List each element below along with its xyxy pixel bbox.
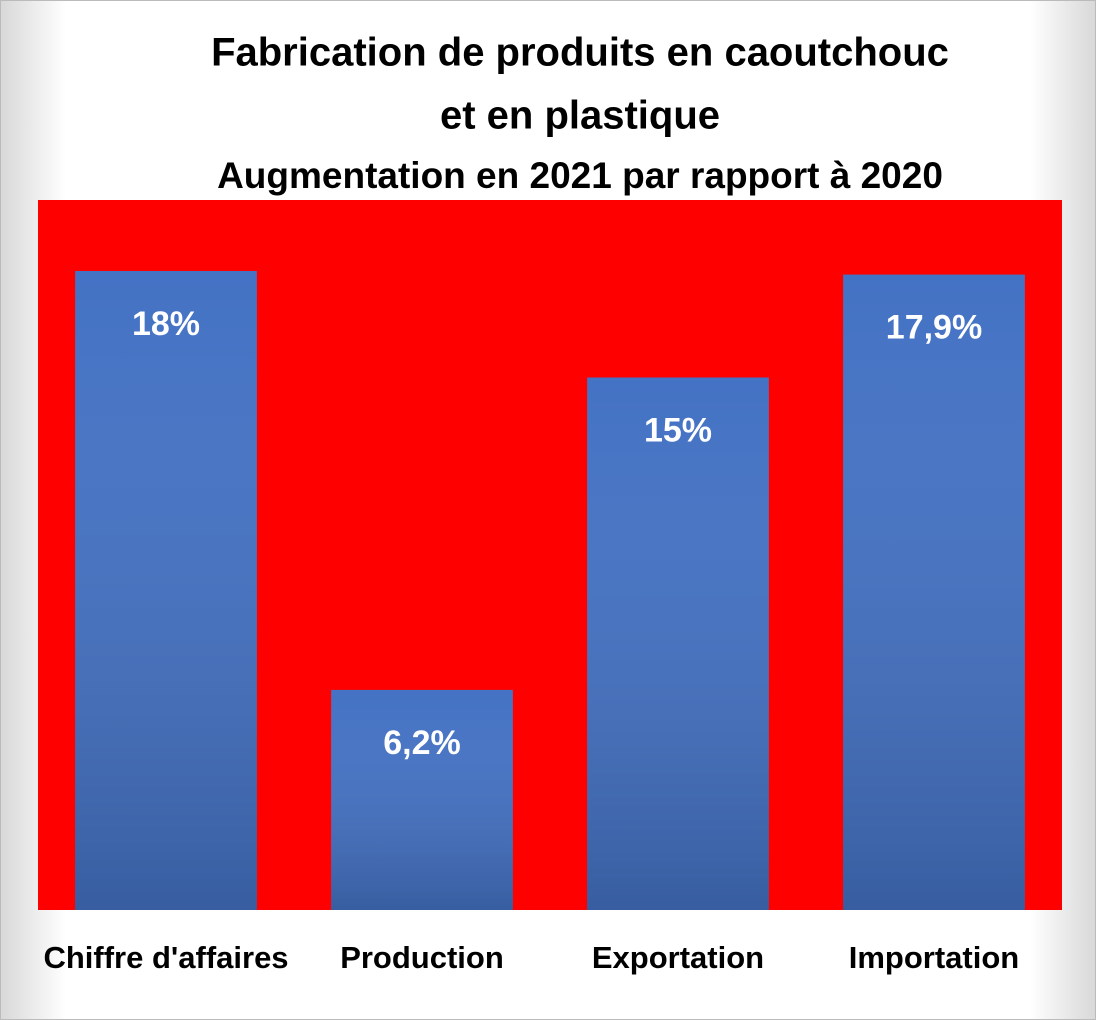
chart-title: et en plastique [440, 94, 720, 138]
chart-title: Fabrication de produits en caoutchouc [211, 31, 949, 75]
value-label: 15% [644, 411, 712, 449]
value-label: 6,2% [383, 724, 461, 762]
bar-shade [75, 271, 257, 910]
value-label: 18% [132, 305, 200, 343]
x-tick-label: Production [340, 940, 504, 975]
chart-subtitle: Augmentation en 2021 par rapport à 2020 [217, 155, 943, 196]
x-tick-label: Importation [849, 940, 1020, 975]
x-tick-label: Chiffre d'affaires [43, 940, 288, 975]
value-label: 17,9% [886, 309, 982, 347]
bar-shade [843, 274, 1025, 910]
bar-shade [587, 377, 769, 910]
x-tick-label: Exportation [592, 940, 764, 975]
bar-shade [331, 689, 513, 910]
